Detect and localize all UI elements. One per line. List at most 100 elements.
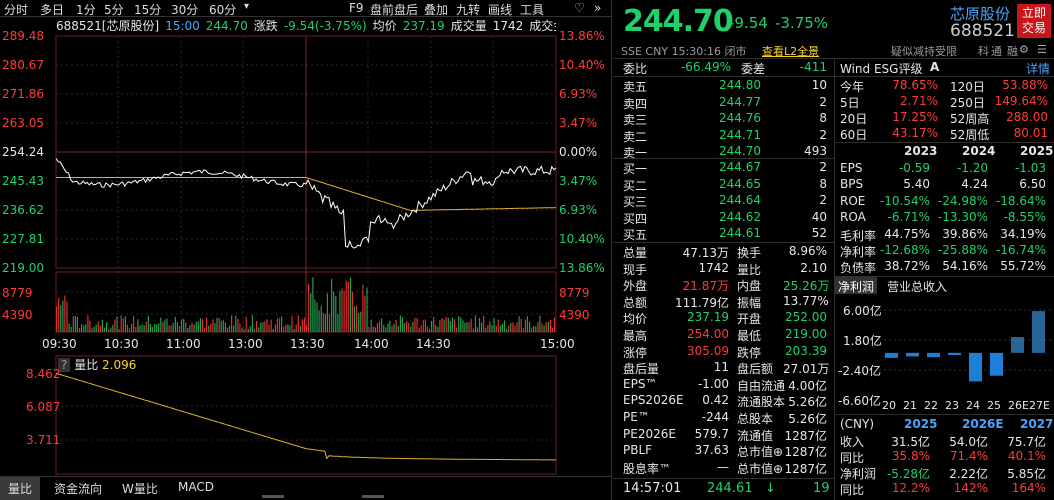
- scroll-handle-2[interactable]: [362, 495, 384, 498]
- favorite-icon[interactable]: ♡: [574, 1, 585, 15]
- volume-bar: [387, 323, 389, 332]
- volume-bar: [108, 328, 110, 332]
- volume-bar: [64, 295, 66, 332]
- volume-bar: [531, 327, 533, 332]
- perf-value: 2.71%: [899, 94, 938, 108]
- tab-multiday[interactable]: 多日: [40, 3, 65, 17]
- volume-bar: [224, 322, 226, 332]
- volume-bar: [76, 316, 78, 332]
- volume-bar: [85, 324, 87, 332]
- volume-bar: [210, 323, 212, 332]
- perf-row: 20日 17.25% 52周高 288.00: [840, 110, 1052, 126]
- order-price: 244.65: [719, 176, 761, 191]
- volume-bar: [239, 323, 241, 332]
- volume-bar: [235, 315, 237, 332]
- volume-bar: [147, 315, 149, 332]
- volume-bar: [214, 323, 216, 332]
- order-row: 卖五 244.80 10: [623, 78, 833, 94]
- fin-value: 39.86%: [942, 226, 988, 241]
- stat-value: 27.01万: [783, 362, 830, 377]
- price-tick: 227.81: [2, 232, 44, 246]
- tab-15min[interactable]: 15分: [134, 3, 162, 17]
- volume-bar: [378, 321, 381, 332]
- profit-bar-chart: [879, 309, 1053, 382]
- volume-bar: [264, 321, 266, 332]
- volume-bar: [272, 328, 274, 332]
- volume-bar: [366, 287, 368, 332]
- tab-revenue[interactable]: 营业总收入: [887, 280, 948, 294]
- period-dropdown-icon[interactable]: ▾: [244, 1, 250, 12]
- stat-label: 均价: [623, 312, 648, 327]
- volume-bar: [443, 319, 445, 332]
- volume-bar: [122, 318, 124, 332]
- tab-fenshi[interactable]: 分时: [4, 3, 29, 17]
- scroll-handle[interactable]: [262, 495, 284, 498]
- tab-overlay[interactable]: 叠加: [424, 3, 449, 17]
- perf-row: 5日 2.71% 250日 149.64%: [840, 94, 1052, 110]
- esg-detail-link[interactable]: 详情: [1026, 62, 1051, 76]
- volume-bar: [181, 319, 183, 332]
- volume-bar: [299, 326, 301, 332]
- volume-bar: [437, 327, 439, 332]
- volume-bar: [174, 316, 176, 332]
- fin-label: BPS: [840, 177, 864, 192]
- tab-prepost[interactable]: 盘前盘后: [370, 3, 419, 17]
- fin-label: EPS: [840, 161, 863, 175]
- volume-bar: [458, 316, 460, 332]
- volume-bar: [412, 321, 414, 332]
- volume-bar: [408, 323, 410, 332]
- volume-bar: [391, 325, 393, 332]
- stat-row: 均价 237.19 开盘 252.00: [623, 310, 833, 326]
- order-vol: 2: [819, 160, 827, 174]
- l2-link[interactable]: 查看L2全景: [762, 45, 820, 58]
- tab-1min[interactable]: 1分: [76, 3, 96, 17]
- tab-draw[interactable]: 画线: [488, 3, 513, 17]
- settings-icon[interactable]: ⚙: [1019, 43, 1029, 56]
- volume-bar: [464, 322, 466, 332]
- time-tick: 14:30: [416, 337, 451, 351]
- volume-bar: [424, 319, 426, 332]
- volume-bar: [403, 323, 406, 332]
- tab-jiuzhuan[interactable]: 九转: [456, 3, 481, 17]
- info-chg-label: 涨跌: [253, 19, 278, 33]
- tab-net-profit[interactable]: 净利润: [835, 277, 877, 294]
- volume-bar: [487, 324, 489, 332]
- tab-w-liangbi[interactable]: W量比: [122, 482, 158, 496]
- trade-now-button[interactable]: 立即 交易: [1017, 4, 1051, 38]
- order-price: 244.64: [719, 193, 761, 207]
- volume-bar: [356, 305, 358, 332]
- stat-value: 1287亿: [784, 461, 827, 476]
- profit-x-tick: 25: [987, 399, 1001, 412]
- tab-60min[interactable]: 60分: [209, 3, 237, 17]
- stat-label: 外盘: [623, 279, 648, 294]
- tab-capital-flow[interactable]: 资金流向: [54, 482, 103, 496]
- fin-year: 2024: [962, 144, 996, 158]
- stat-value: 1742: [698, 260, 729, 275]
- tab-liangbi[interactable]: 量比: [0, 477, 41, 500]
- collapse-icon[interactable]: »: [594, 1, 602, 15]
- esg-row: Wind ESG评级 A 详情: [840, 60, 1051, 76]
- volume-bar: [143, 325, 145, 332]
- profit-axis-3: -2.40亿: [838, 364, 882, 378]
- forecast-value: 164%: [1011, 481, 1046, 495]
- info-vol-label: 成交量: [450, 19, 487, 33]
- order-label: 买五: [623, 228, 648, 242]
- pct-tick: 6.93%: [559, 87, 598, 101]
- order-label: 卖五: [623, 80, 648, 94]
- tab-tools[interactable]: 工具: [520, 3, 545, 17]
- fin-row: EPS -0.59 -1.20 -1.03: [840, 161, 1052, 177]
- stat-value: 47.13万: [682, 246, 729, 260]
- tab-f9[interactable]: F9: [349, 1, 364, 15]
- order-price: 244.71: [719, 127, 761, 142]
- volume-bar: [62, 300, 64, 332]
- list-icon[interactable]: ☰: [1037, 43, 1047, 56]
- tab-30min[interactable]: 30分: [171, 3, 199, 17]
- lb-help-icon[interactable]: ?: [58, 358, 71, 372]
- volume-bar: [383, 324, 385, 332]
- lb-header: ? 量比 2.096: [58, 356, 136, 373]
- volume-bar: [283, 326, 285, 332]
- tab-5min[interactable]: 5分: [104, 3, 124, 17]
- time-tick: 10:30: [104, 337, 139, 351]
- perf-label: 5日: [840, 96, 860, 110]
- tab-macd[interactable]: MACD: [178, 480, 214, 494]
